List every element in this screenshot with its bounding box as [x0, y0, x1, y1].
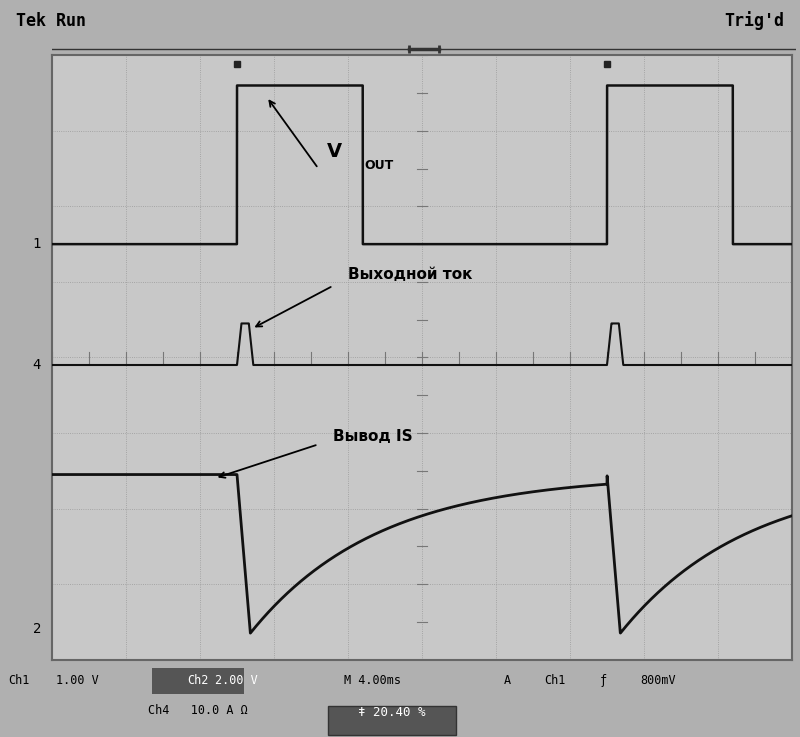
Text: Tek Run: Tek Run: [16, 12, 86, 29]
Text: Вывод IS: Вывод IS: [333, 429, 413, 444]
Text: Ch1: Ch1: [8, 674, 30, 687]
Text: 4: 4: [33, 358, 41, 372]
Text: 2: 2: [33, 623, 41, 636]
Text: Ch1: Ch1: [544, 674, 566, 687]
Text: Trig'd: Trig'd: [724, 11, 784, 30]
Text: ǂ 20.40 %: ǂ 20.40 %: [358, 706, 426, 719]
Text: 1.00 V: 1.00 V: [56, 674, 98, 687]
Text: Ch4   10.0 A Ω: Ch4 10.0 A Ω: [148, 705, 247, 718]
Text: 800mV: 800mV: [640, 674, 676, 687]
FancyBboxPatch shape: [152, 668, 244, 694]
Text: OUT: OUT: [364, 159, 394, 172]
Text: Выходной ток: Выходной ток: [348, 267, 472, 282]
Text: $\mathbf{V}$: $\mathbf{V}$: [326, 142, 343, 161]
Text: ƒ: ƒ: [600, 674, 607, 687]
Text: Ch2: Ch2: [187, 674, 208, 687]
Text: A: A: [504, 674, 511, 687]
Text: M 4.00ms: M 4.00ms: [344, 674, 401, 687]
Text: 1: 1: [33, 237, 41, 251]
Text: 2.00 V: 2.00 V: [214, 674, 258, 687]
FancyBboxPatch shape: [328, 706, 456, 736]
